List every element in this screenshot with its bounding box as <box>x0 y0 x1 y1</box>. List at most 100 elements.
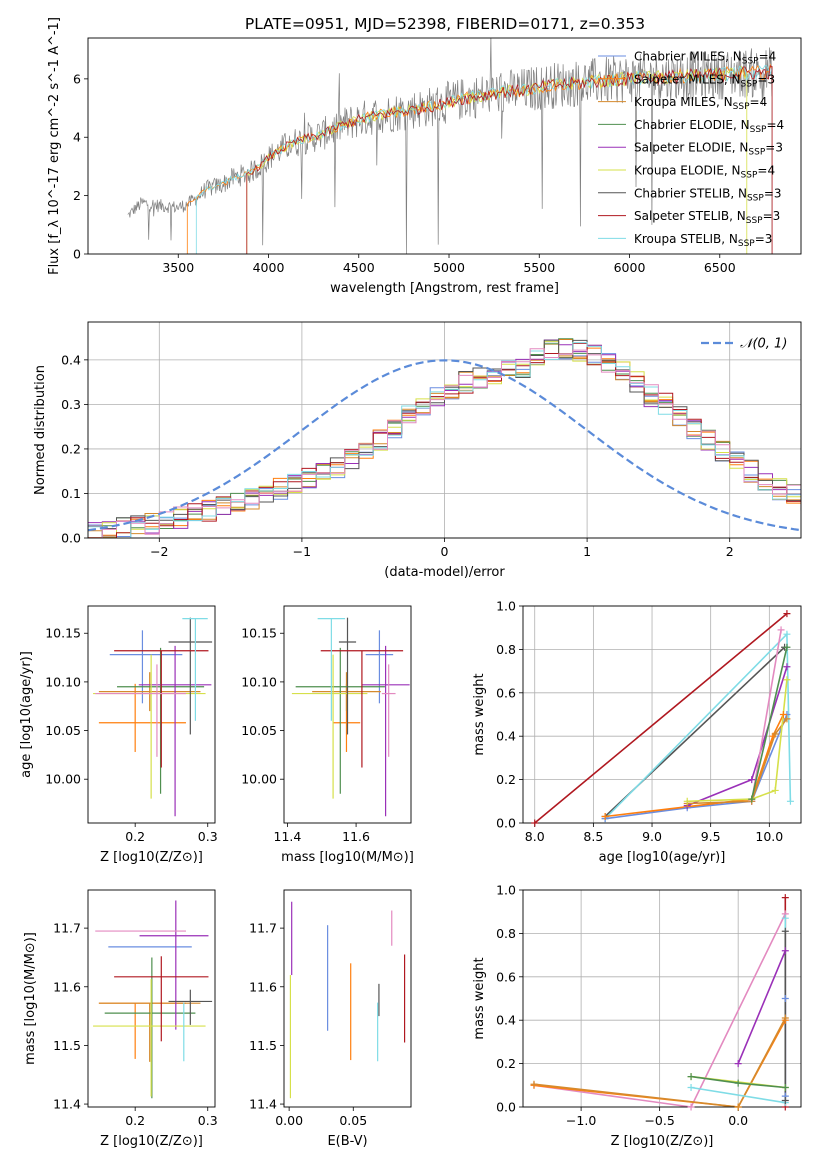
x-axis-label: Z [log10(Z/Z⊙)] <box>100 1134 203 1149</box>
mass-weight-marker <box>748 795 756 803</box>
legend-subscript: SSP <box>748 148 765 158</box>
y-tick-label: 11.5 <box>53 1038 81 1053</box>
observed-spectrum-line <box>127 38 773 254</box>
x-tick-label: 0.00 <box>275 1113 303 1128</box>
y-tick-label: 10.00 <box>241 772 277 787</box>
legend-tail: =3 <box>757 72 775 86</box>
x-axis-label: wavelength [Angstrom, rest frame] <box>330 281 559 296</box>
mass-weight-marker <box>531 819 539 827</box>
y-tick-label: 2 <box>73 188 81 203</box>
axes-frame <box>87 605 216 824</box>
residual-histogram-panel: −2 −1 0 1 2 0.0 0.1 0.2 0.3 0.4 (data-model)/error… <box>33 321 802 580</box>
x-tick-label: 4000 <box>253 260 285 275</box>
x-tick-label: 11.4 <box>274 829 302 844</box>
legend-label: Kroupa STELIB, NSSP=3 <box>634 232 772 249</box>
legend-label: 𝒩(0, 1) <box>740 337 787 352</box>
legend-text: Salpeter STELIB, N <box>634 209 746 223</box>
axes: −1.0 −0.5 0.0 0.0 0.2 0.4 0.6 0.8 1.0 Z [log10(Z/… <box>472 883 802 1149</box>
plot-area <box>88 338 801 538</box>
y-tick-label: 10.15 <box>45 626 81 641</box>
x-tick-label: 0.0 <box>728 1113 748 1128</box>
age-vs-metallicity-panel: 0.2 0.3 10.00 10.05 10.10 10.15 Z [log10(Z/Z⊙)… <box>19 605 218 865</box>
mass-weight-marker <box>783 676 791 684</box>
mass-weight-marker <box>781 1083 789 1091</box>
mass-weight-marker <box>779 711 787 718</box>
mass-weight-line <box>534 612 788 823</box>
legend-text: Kroupa ELODIE, N <box>634 164 741 178</box>
mass-weight-marker <box>781 1014 789 1022</box>
x-tick-label: 6000 <box>614 260 646 275</box>
axes-frame <box>283 889 412 1108</box>
x-tick-label: 5500 <box>523 260 555 275</box>
axes: 8.0 8.5 9.0 9.5 10.0 0.0 0.2 0.4 0.6 0.8 1.0 age [l… <box>472 599 802 865</box>
histogram-step-series <box>88 339 801 534</box>
axes: 0.2 0.3 11.4 11.5 11.6 11.7 Z [log10(Z/Z⊙)] mas… <box>23 889 218 1149</box>
mass-weight-marker <box>687 1103 695 1111</box>
plot-area <box>534 612 792 823</box>
y-tick-label: 0.6 <box>496 685 516 700</box>
x-tick-label: 0.3 <box>198 1113 218 1128</box>
y-tick-label: 10.10 <box>45 674 81 689</box>
x-axis-label: age [log10(age/yr)] <box>599 850 726 865</box>
y-tick-label: 0.1 <box>61 486 81 501</box>
mass-weight-line <box>533 1017 787 1107</box>
mass-weight-marker <box>734 1079 742 1087</box>
y-axis-label: Flux [f_λ 10^-17 erg cm^-2 s^-1 A^-1] <box>47 17 62 275</box>
x-tick-label: 0.05 <box>339 1113 367 1128</box>
legend-tail: =3 <box>755 232 773 246</box>
legend-subscript: SSP <box>733 102 750 112</box>
y-tick-label: 0.4 <box>61 352 81 367</box>
figure-title: PLATE=0951, MJD=52398, FIBERID=0171, z=0… <box>245 15 645 33</box>
mass-weight-line <box>687 679 788 803</box>
legend-subscript: SSP <box>747 193 764 203</box>
mass-weight-marker <box>781 1096 789 1104</box>
y-tick-label: 10.10 <box>241 674 277 689</box>
x-tick-label: −2 <box>150 544 168 559</box>
legend-tail: =4 <box>759 50 777 64</box>
legend: 𝒩(0, 1) <box>701 337 787 352</box>
mass-weight-line <box>750 647 788 800</box>
x-tick-label: −0.5 <box>644 1113 674 1128</box>
mass-weight-marker <box>783 643 791 651</box>
mass-weight-marker <box>734 1060 742 1068</box>
y-tick-label: 1.0 <box>496 599 516 614</box>
mass-weight-marker <box>783 630 791 638</box>
legend-tail: =3 <box>763 209 781 223</box>
x-tick-label: 8.0 <box>525 829 545 844</box>
mass-weight-marker <box>601 812 609 820</box>
y-tick-label: 11.4 <box>249 1097 277 1112</box>
model-spectrum-line <box>186 63 773 254</box>
axes-frame <box>522 605 802 824</box>
x-tick-label: 0.2 <box>125 1113 145 1128</box>
y-tick-label: 6 <box>73 71 81 86</box>
legend-text: Salpeter ELODIE, N <box>634 141 748 155</box>
mass-weight-marker <box>783 715 791 723</box>
mass-weight-marker <box>771 730 779 738</box>
legend-subscript: SSP <box>741 171 758 181</box>
x-axis-label: E(B-V) <box>327 1134 367 1149</box>
y-tick-label: 10.05 <box>241 723 277 738</box>
spectrum-panel: 3500 4000 4500 5000 5500 6000 6500 0 2 4 6 waveleng… <box>47 17 802 296</box>
legend-text: Chabrier ELODIE, N <box>634 118 750 132</box>
mass-weight-marker <box>687 1073 695 1081</box>
y-tick-label: 10.15 <box>241 626 277 641</box>
histogram-step-series <box>88 342 801 538</box>
legend-label: Salpeter ELODIE, NSSP=3 <box>634 141 783 158</box>
mass-weight-line <box>605 714 785 818</box>
x-tick-label: 0 <box>441 544 449 559</box>
y-tick-label: 0.8 <box>496 642 516 657</box>
y-tick-label: 11.7 <box>53 921 81 936</box>
y-tick-label: 1.0 <box>496 883 516 898</box>
axes-frame <box>522 889 802 1108</box>
axes: 3500 4000 4500 5000 5500 6000 6500 0 2 4 6 waveleng… <box>47 17 802 296</box>
axes-frame <box>87 37 802 255</box>
grid-lines <box>523 605 801 824</box>
x-axis-label: Z [log10(Z/Z⊙)] <box>100 850 203 865</box>
axes-frame <box>283 605 412 824</box>
normal-distribution-curve <box>88 359 801 532</box>
legend-tail: =4 <box>750 95 768 109</box>
mass-weight-marker <box>771 786 779 794</box>
mass-weight-line <box>533 913 787 1107</box>
mass-weight-marker <box>687 1083 695 1091</box>
y-tick-label: 0.2 <box>496 772 516 787</box>
